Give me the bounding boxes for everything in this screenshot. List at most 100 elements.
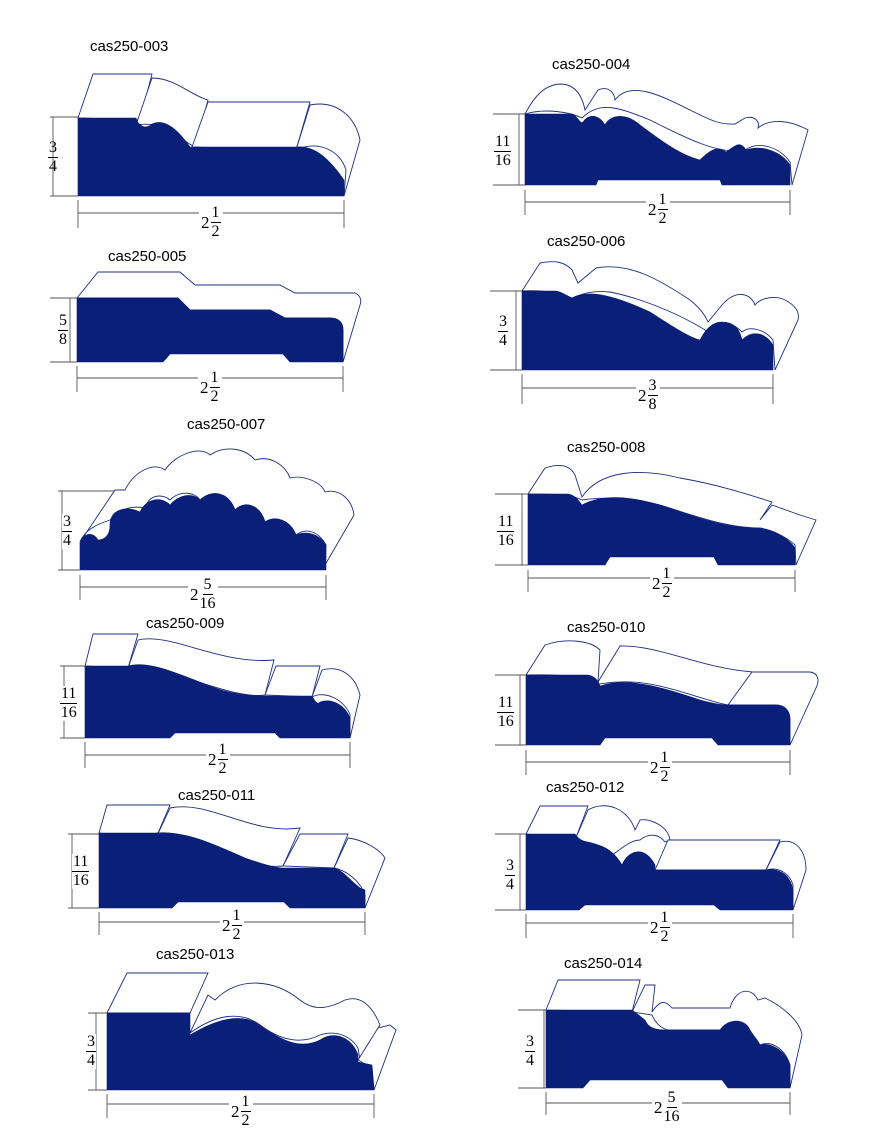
height-dimension: 11 16 <box>60 685 78 721</box>
width-denominator: 2 <box>658 210 667 227</box>
width-numerator: 1 <box>659 749 670 768</box>
profile-code: cas250-003 <box>90 38 169 55</box>
height-dimension: 11 16 <box>494 133 512 169</box>
width-denominator: 2 <box>660 768 669 785</box>
height-denominator: 4 <box>506 876 514 893</box>
width-denominator: 8 <box>648 396 657 413</box>
height-dimension: 11 16 <box>72 853 90 889</box>
height-numerator: 11 <box>60 685 78 704</box>
width-numerator: 1 <box>659 909 670 928</box>
height-numerator: 3 <box>498 313 508 332</box>
height-numerator: 11 <box>494 133 512 152</box>
height-denominator: 4 <box>63 532 71 549</box>
height-denominator: 4 <box>526 1052 534 1069</box>
profile-cas250-009 <box>60 633 361 768</box>
height-denominator: 4 <box>49 158 57 175</box>
profile-code: cas250-005 <box>108 248 187 265</box>
height-denominator: 16 <box>497 713 514 730</box>
height-numerator: 11 <box>72 853 90 872</box>
width-dimension: 2 5 16 <box>652 1090 682 1125</box>
width-denominator: 16 <box>663 1108 680 1125</box>
width-denominator: 2 <box>210 388 219 405</box>
height-denominator: 8 <box>59 331 67 348</box>
width-numerator: 1 <box>209 369 220 388</box>
height-denominator: 16 <box>60 704 77 721</box>
width-denominator: 2 <box>241 1112 250 1129</box>
width-dimension: 2 5 16 <box>188 577 218 612</box>
profile-cas250-006 <box>490 261 799 404</box>
width-numerator: 1 <box>217 741 228 760</box>
width-numerator: 5 <box>666 1089 677 1108</box>
width-whole: 2 <box>208 749 217 769</box>
width-whole: 2 <box>638 385 647 405</box>
width-whole: 2 <box>201 212 210 232</box>
profile-code: cas250-008 <box>567 439 646 456</box>
profile-code: cas250-004 <box>552 56 631 73</box>
height-denominator: 4 <box>499 332 507 349</box>
width-numerator: 1 <box>210 204 221 223</box>
height-dimension: 11 16 <box>497 695 515 730</box>
profile-code: cas250-012 <box>546 779 625 796</box>
profile-code: cas250-011 <box>178 787 256 804</box>
width-denominator: 2 <box>218 760 227 777</box>
height-denominator: 16 <box>497 532 514 549</box>
profile-code: cas250-014 <box>564 955 643 972</box>
height-numerator: 3 <box>86 1033 96 1052</box>
height-numerator: 5 <box>58 312 68 331</box>
width-whole: 2 <box>222 915 231 935</box>
width-whole: 2 <box>200 377 209 397</box>
width-numerator: 5 <box>202 576 213 595</box>
width-whole: 2 <box>650 917 659 937</box>
width-whole: 2 <box>648 199 657 219</box>
width-numerator: 3 <box>647 377 658 396</box>
width-whole: 2 <box>652 573 661 593</box>
width-numerator: 1 <box>240 1093 251 1112</box>
height-numerator: 3 <box>525 1033 535 1052</box>
width-numerator: 1 <box>231 907 242 926</box>
width-whole: 2 <box>231 1101 240 1121</box>
height-numerator: 11 <box>497 513 515 532</box>
height-dimension: 11 16 <box>497 513 515 549</box>
profile-cas250-003 <box>50 73 361 228</box>
width-denominator: 16 <box>199 595 216 612</box>
profile-cas250-004 <box>493 83 809 215</box>
profile-cas250-010 <box>495 640 819 775</box>
profile-code: cas250-006 <box>547 233 626 250</box>
width-denominator: 2 <box>232 926 241 943</box>
width-whole: 2 <box>650 757 659 777</box>
profile-cas250-013 <box>88 972 397 1118</box>
profile-code: cas250-007 <box>187 416 266 433</box>
profile-cas250-008 <box>495 464 817 592</box>
profile-code: cas250-010 <box>567 619 646 636</box>
profile-cas250-012 <box>495 805 807 938</box>
profile-cas250-014 <box>518 979 803 1115</box>
width-numerator: 1 <box>657 191 668 210</box>
width-denominator: 2 <box>211 223 220 240</box>
profile-cas250-011 <box>68 804 386 935</box>
profile-code: cas250-013 <box>156 946 235 963</box>
profile-code: cas250-009 <box>146 615 225 632</box>
width-numerator: 1 <box>661 565 672 584</box>
height-numerator: 3 <box>62 513 72 532</box>
width-denominator: 2 <box>662 584 671 601</box>
height-numerator: 3 <box>48 139 58 158</box>
height-denominator: 16 <box>494 152 511 169</box>
